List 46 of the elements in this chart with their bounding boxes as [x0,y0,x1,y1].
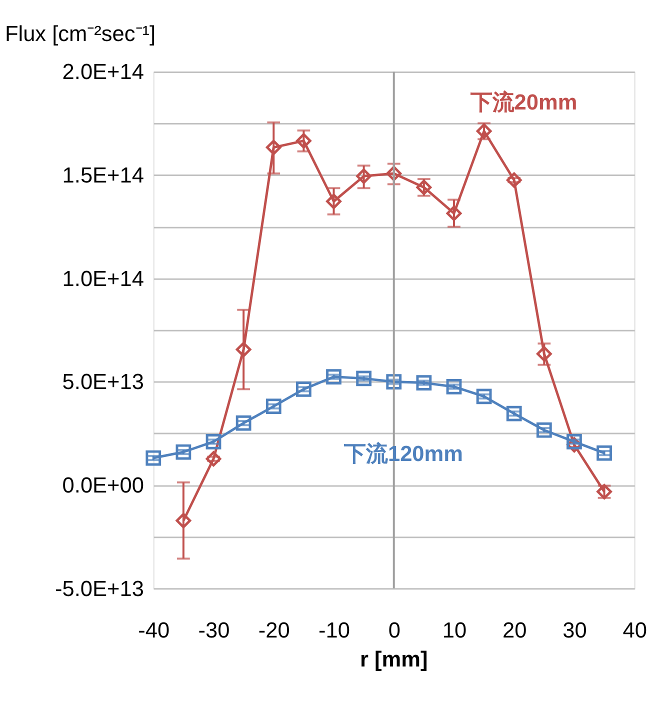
series-label: 下流20mm [469,90,578,115]
point [266,140,282,156]
point [536,346,552,362]
x-tick-label: -20 [258,617,290,642]
point [356,370,372,386]
y-tick-label: 1.0E+14 [62,266,144,291]
point [476,388,492,404]
x-tick-label: -10 [318,617,350,642]
point [446,379,462,394]
x-tick-label: -40 [138,617,170,642]
point [266,398,282,414]
point [416,375,432,390]
point [236,415,252,431]
y-tick-label: 1.5E+14 [62,162,144,188]
point [176,512,192,528]
point [596,445,612,461]
point [536,422,552,438]
point [356,168,372,184]
y-tick-label: 0.0E+00 [62,472,144,498]
point [206,434,222,450]
y-tick-label: 2.0E+14 [62,59,144,84]
point [506,172,522,188]
point [506,406,522,422]
y-tick-label: 5.0E+13 [62,369,144,394]
x-tick-label: 20 [502,617,527,642]
point [386,166,402,182]
point [386,374,402,390]
x-tick-label: 30 [562,617,587,642]
point [296,382,312,397]
x-tick-label: 40 [622,617,647,642]
x-tick-label: 0 [388,617,400,642]
point [146,450,162,466]
point [326,369,342,384]
x-tick-label: 10 [442,617,467,642]
point [326,194,342,210]
x-axis-title: r [mm] [360,646,428,672]
y-axis-title: Flux [cm⁻²sec⁻¹] [4,21,156,46]
series-label: 下流120mm [342,441,463,466]
point [446,206,462,222]
point [236,342,252,358]
x-tick-label: -30 [198,617,230,642]
point [566,434,582,450]
point [206,451,222,467]
point [176,444,192,460]
point [296,133,312,149]
y-tick-label: -5.0E+13 [55,576,144,601]
